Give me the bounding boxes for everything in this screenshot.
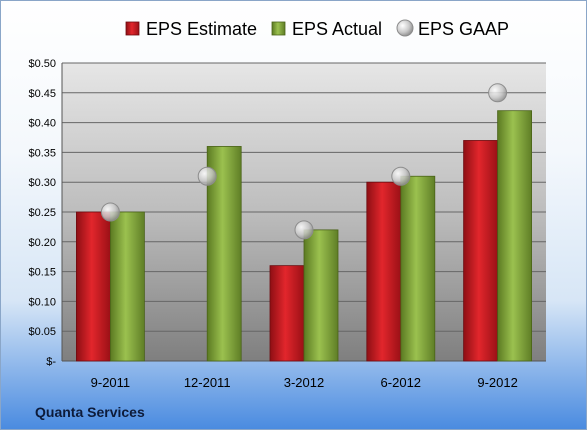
legend-swatch xyxy=(271,21,286,36)
x-tick-label: 9-2012 xyxy=(477,375,517,390)
y-tick-label: $0.25 xyxy=(28,207,56,219)
eps-actual-bar xyxy=(400,175,436,362)
legend-label: EPS GAAP xyxy=(418,19,509,39)
x-tick-label: 3-2012 xyxy=(284,375,324,390)
eps-estimate-bar xyxy=(76,211,111,362)
y-tick-label: $0.30 xyxy=(28,177,56,189)
eps-estimate-bar xyxy=(463,140,499,362)
legend: EPS Estimate EPS Actual EPS GAAP xyxy=(125,19,509,39)
legend-label: EPS Estimate xyxy=(146,19,257,39)
eps-estimate-bar xyxy=(366,181,402,362)
y-tick-label: $0.15 xyxy=(28,267,56,279)
eps-gaap-point xyxy=(391,166,411,186)
x-tick-label: 6-2012 xyxy=(381,375,421,390)
x-tick-label: 9-2011 xyxy=(91,375,131,390)
eps-gaap-point xyxy=(197,166,217,186)
eps-actual-bar xyxy=(497,110,533,362)
eps-gaap-point xyxy=(294,220,314,240)
legend-label: EPS Actual xyxy=(292,19,382,39)
y-tick-label: $0.50 xyxy=(28,58,56,70)
company-name: Quanta Services xyxy=(35,404,145,420)
y-tick-label: $0.45 xyxy=(28,88,56,100)
y-tick-label: $0.40 xyxy=(28,118,56,130)
legend-swatch xyxy=(125,21,140,36)
eps-gaap-point xyxy=(488,83,508,103)
y-tick-label: $0.05 xyxy=(28,326,56,338)
eps-gaap-point xyxy=(100,202,120,222)
plot-area: $- $0.05 $0.10 $0.15 $0.20 $0.25 $0.30 $0.35 $0.… xyxy=(28,58,546,390)
x-tick-label: 12-2011 xyxy=(184,375,231,390)
y-tick-label: $0.20 xyxy=(28,237,56,249)
eps-actual-bar xyxy=(110,211,145,362)
y-tick-label: $0.35 xyxy=(28,147,56,159)
eps-actual-bar xyxy=(303,229,339,362)
y-tick-label: $0.10 xyxy=(28,296,56,308)
eps-estimate-bar xyxy=(269,265,305,362)
legend-swatch xyxy=(396,19,414,37)
y-tick-label: $- xyxy=(46,356,56,368)
